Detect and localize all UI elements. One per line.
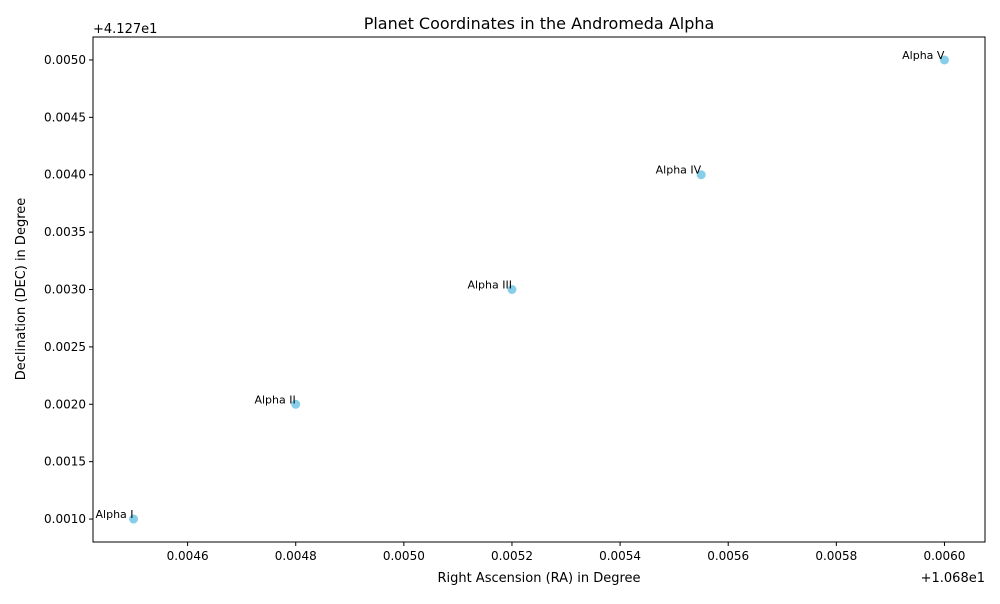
x-axis-label: Right Ascension (RA) in Degree	[437, 571, 640, 586]
y-tick-label: 0.0050	[44, 53, 86, 67]
x-tick-label: 0.0056	[707, 549, 749, 563]
point-label: Alpha V	[902, 49, 945, 62]
x-tick-label: 0.0060	[923, 549, 965, 563]
x-tick-label: 0.0058	[815, 549, 857, 563]
y-tick-label: 0.0010	[44, 512, 86, 526]
point-label: Alpha IV	[656, 164, 702, 177]
data-point	[939, 55, 949, 65]
data-point	[291, 399, 301, 409]
y-tick-label: 0.0035	[44, 225, 86, 239]
y-tick-label: 0.0030	[44, 283, 86, 297]
data-point	[129, 514, 139, 524]
x-tick-label: 0.0050	[383, 549, 425, 563]
y-tick-label: 0.0015	[44, 455, 86, 469]
x-tick-label: 0.0052	[491, 549, 533, 563]
x-tick-label: 0.0046	[167, 549, 209, 563]
point-label: Alpha I	[96, 508, 134, 521]
y-tick-label: 0.0020	[44, 397, 86, 411]
point-label: Alpha II	[254, 393, 295, 406]
x-axis-offset-label: +1.068e1	[921, 571, 985, 586]
point-label: Alpha III	[467, 279, 512, 292]
x-tick-label: 0.0054	[599, 549, 641, 563]
y-axis-label: Declination (DEC) in Degree	[14, 198, 29, 381]
y-tick-label: 0.0025	[44, 340, 86, 354]
y-axis-offset-label: +4.127e1	[93, 22, 157, 37]
data-point	[507, 285, 517, 294]
plot-frame	[92, 36, 986, 543]
chart-title: Planet Coordinates in the Andromeda Alph…	[364, 14, 715, 33]
data-point	[696, 170, 706, 180]
y-tick-label: 0.0040	[44, 168, 86, 182]
x-tick-label: 0.0048	[275, 549, 317, 563]
plot-area: 0.0046 0.0048 0.0050 0.0052 0.0054 0.0056 0.00…	[44, 36, 986, 563]
y-tick-label: 0.0045	[44, 110, 86, 124]
